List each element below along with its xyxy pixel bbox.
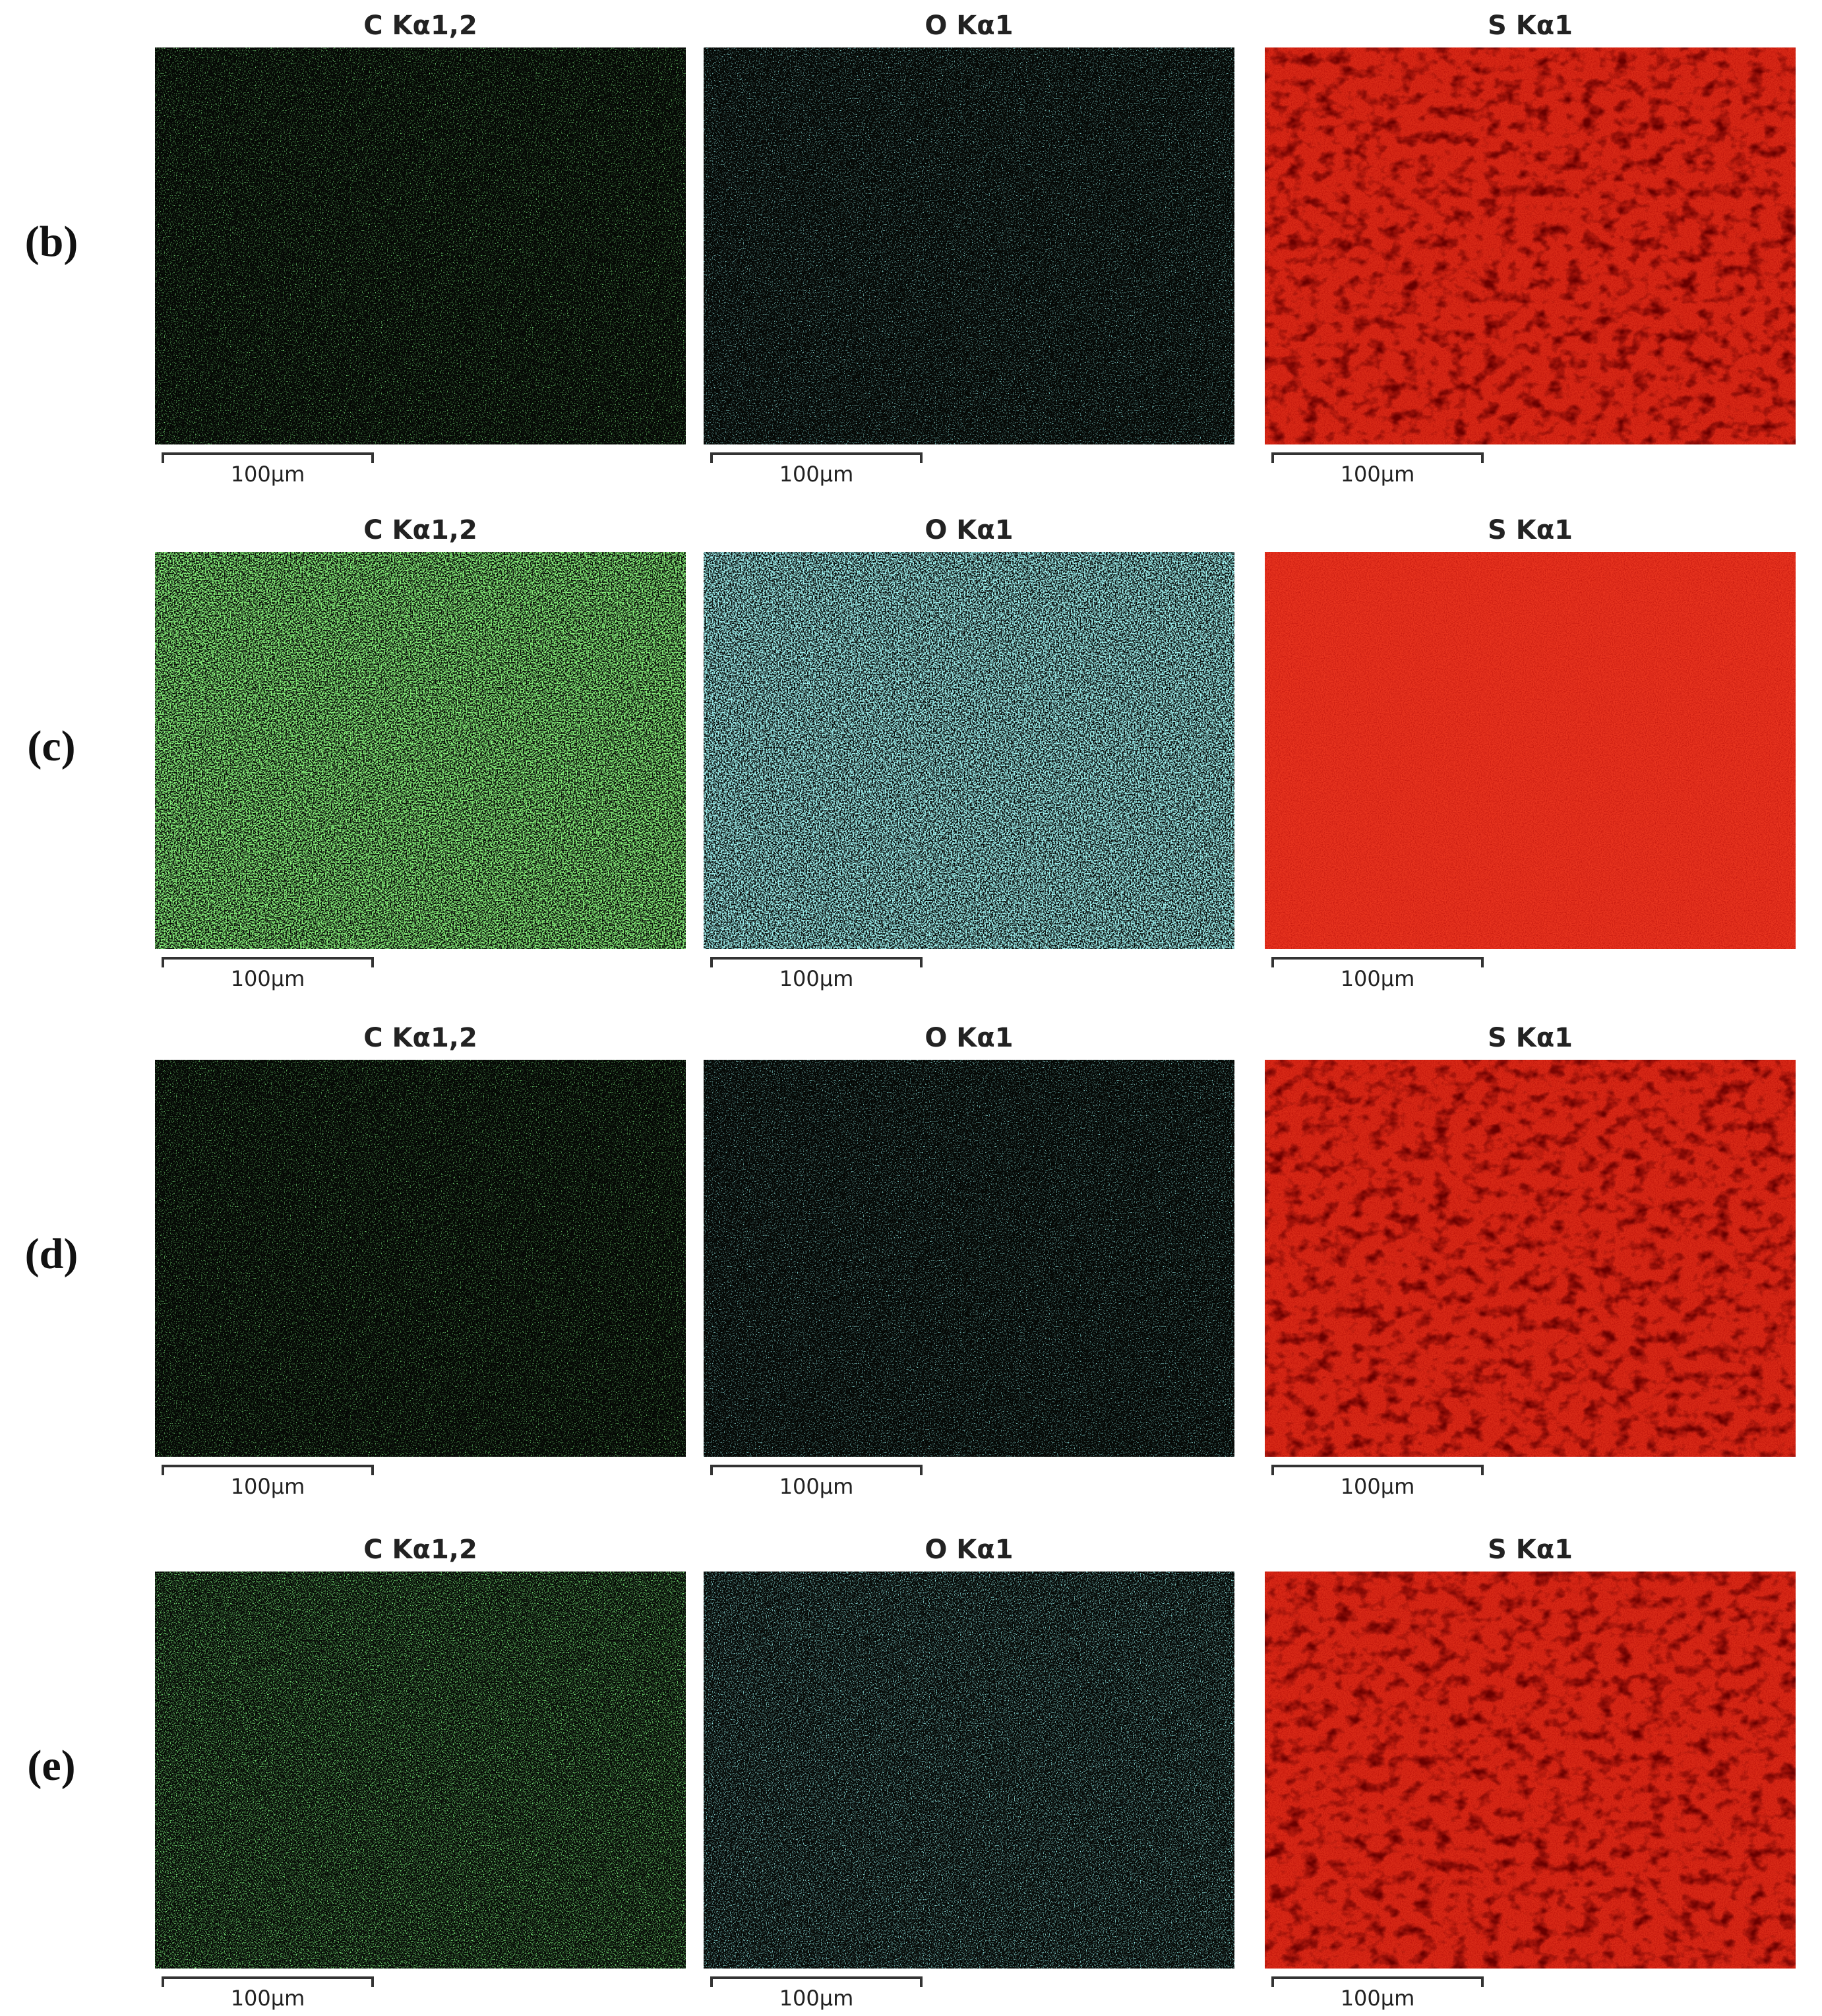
panel-title: S Kα1 [1488,515,1573,545]
scale-bar [162,1976,374,1987]
map-signal [155,1572,686,1969]
element-map [1265,47,1796,444]
scale-label: 100μm [779,1986,854,2011]
panel-title: O Kα1 [925,1535,1013,1565]
scale-label: 100μm [231,462,305,487]
panel-title: C Kα1,2 [363,515,477,545]
scale-bar [710,1976,923,1987]
scale-label: 100μm [1341,462,1415,487]
scale-label: 100μm [231,1474,305,1499]
element-map [155,1572,686,1969]
scale-bar [1271,1976,1484,1987]
scale-label: 100μm [779,1474,854,1499]
panel-title: S Kα1 [1488,1023,1573,1053]
panel-title: O Kα1 [925,11,1013,41]
panel-title: O Kα1 [925,515,1013,545]
scale-label: 100μm [231,1986,305,2011]
map-signal [704,47,1234,444]
scale-bar [1271,1465,1484,1475]
map-signal [155,552,686,949]
panel-title: S Kα1 [1488,11,1573,41]
map-signal [704,1060,1234,1457]
map-spots [1265,47,1796,444]
row-label: (c) [27,722,75,770]
row-label: (b) [25,218,78,266]
element-map [704,1060,1234,1457]
element-map [155,1060,686,1457]
scale-bar [710,452,923,463]
scale-bar [710,957,923,967]
scale-label: 100μm [779,966,854,991]
element-map [1265,1572,1796,1969]
map-spots [1265,1572,1796,1969]
element-map [155,552,686,949]
scale-bar [162,1465,374,1475]
scale-bar [162,452,374,463]
map-signal [155,1060,686,1457]
panel-title: C Kα1,2 [363,1535,477,1565]
element-map [1265,1060,1796,1457]
map-spots [1265,1060,1796,1457]
map-signal [155,47,686,444]
scale-label: 100μm [1341,1474,1415,1499]
scale-bar [1271,452,1484,463]
element-map [704,552,1234,949]
element-map [704,1572,1234,1969]
map-signal [704,1572,1234,1969]
map-grain [1265,552,1796,949]
scale-bar [710,1465,923,1475]
panel-title: C Kα1,2 [363,1023,477,1053]
panel-title: S Kα1 [1488,1535,1573,1565]
map-signal [704,552,1234,949]
row-label: (e) [27,1742,75,1790]
element-map [1265,552,1796,949]
panel-title: O Kα1 [925,1023,1013,1053]
panel-title: C Kα1,2 [363,11,477,41]
scale-bar [162,957,374,967]
row-label: (d) [25,1230,78,1278]
scale-label: 100μm [1341,1986,1415,2011]
scale-bar [1271,957,1484,967]
scale-label: 100μm [1341,966,1415,991]
element-map [704,47,1234,444]
element-map [155,47,686,444]
scale-label: 100μm [779,462,854,487]
scale-label: 100μm [231,966,305,991]
